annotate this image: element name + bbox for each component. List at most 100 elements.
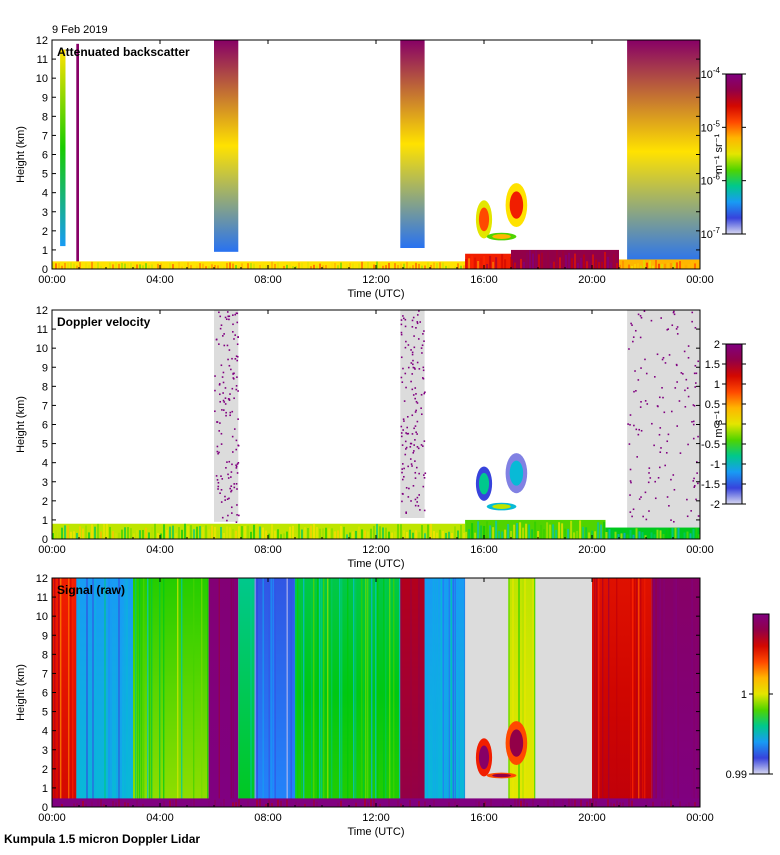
surface-strip: [241, 526, 243, 539]
noise-dot: [414, 397, 416, 400]
signal-strip: [353, 578, 355, 807]
signal-band: [238, 578, 255, 807]
surface-strip: [677, 527, 680, 539]
surface-strip: [622, 802, 624, 807]
noise-dot: [416, 322, 419, 325]
y-tick-label: 4: [42, 458, 48, 470]
noise-dot: [634, 370, 636, 372]
signal-strip: [655, 578, 657, 807]
noise-dot: [228, 399, 231, 401]
surface-strip: [577, 262, 579, 269]
surface-strip: [376, 261, 378, 269]
surface-strip: [211, 264, 213, 269]
surface-strip: [58, 263, 60, 269]
surface-strip: [537, 531, 540, 539]
surface-strip: [598, 262, 600, 269]
noise-dot: [693, 477, 695, 480]
surface-strip: [262, 527, 264, 539]
signal-strip: [393, 578, 395, 807]
surface-strip: [567, 528, 570, 539]
noise-dot: [219, 327, 222, 330]
signal-strip: [363, 578, 365, 807]
surface-strip: [55, 530, 57, 539]
noise-dot: [226, 498, 229, 500]
x-tick-label: 16:00: [470, 274, 498, 286]
surface-strip: [465, 259, 468, 269]
surface-strip: [118, 799, 120, 807]
signal-band-nodata: [535, 578, 592, 807]
surface-strip: [346, 801, 348, 807]
noise-dot: [235, 464, 237, 467]
signal-strip: [385, 578, 387, 807]
backscatter-column: [400, 40, 425, 249]
noise-dot: [409, 458, 412, 460]
surface-strip: [280, 534, 282, 539]
surface-strip: [457, 530, 459, 539]
surface-strip: [220, 526, 222, 539]
surface-strip: [583, 254, 585, 269]
surface-strip: [307, 527, 309, 539]
surface-strip: [505, 800, 507, 807]
surface-strip: [109, 526, 111, 539]
signal-strip: [290, 578, 292, 807]
noise-dot: [227, 473, 229, 476]
surface-strip: [553, 799, 555, 807]
surface-strip: [136, 264, 138, 269]
surface-strip: [400, 263, 402, 269]
surface-strip: [543, 529, 546, 539]
noise-dot: [234, 334, 237, 336]
noise-dot: [227, 477, 230, 479]
surface-strip: [148, 798, 150, 807]
noise-dot: [651, 422, 653, 425]
x-tick-label: 20:00: [578, 812, 606, 824]
noise-dot: [693, 404, 696, 407]
y-tick-label: 8: [42, 649, 48, 661]
noise-dot: [640, 429, 643, 432]
noise-dot: [418, 368, 421, 370]
noise-dot: [697, 360, 699, 363]
signal-strip: [256, 578, 258, 807]
signal-strip: [124, 578, 126, 807]
surface-strip: [406, 798, 408, 807]
surface-strip: [604, 799, 606, 807]
signal-strip: [361, 578, 363, 807]
surface-strip: [685, 265, 687, 269]
noise-dot: [402, 315, 404, 317]
surface-strip: [325, 265, 327, 269]
surface-strip: [361, 802, 363, 807]
surface-strip: [421, 265, 423, 269]
surface-strip: [553, 261, 555, 269]
noise-dot: [218, 451, 220, 454]
noise-dot: [419, 321, 422, 323]
velocity-noise-column: [400, 310, 425, 519]
surface-strip: [259, 264, 261, 269]
surface-strip: [193, 261, 195, 269]
x-tick-label: 00:00: [38, 274, 66, 286]
noise-dot: [236, 359, 239, 362]
surface-strip: [52, 263, 54, 269]
surface-strip: [88, 801, 90, 807]
noise-dot: [696, 461, 698, 463]
surface-strip: [517, 251, 519, 269]
noise-dot: [629, 511, 632, 513]
noise-dot: [660, 317, 662, 319]
signal-strip: [608, 578, 610, 807]
signal-strip: [691, 578, 693, 807]
y-tick-label: 10: [36, 73, 48, 85]
surface-strip: [358, 526, 360, 539]
surface-strip: [322, 800, 324, 807]
y-tick-label: 2: [42, 764, 48, 776]
noise-dot: [668, 354, 671, 356]
surface-strip: [493, 802, 495, 807]
surface-strip: [355, 530, 357, 539]
noise-dot: [412, 316, 415, 319]
surface-strip: [418, 801, 420, 807]
surface-strip: [304, 265, 306, 269]
surface-strip: [531, 529, 534, 539]
surface-strip: [694, 263, 696, 269]
surface-strip: [142, 529, 144, 539]
noise-dot: [405, 386, 407, 389]
colorbar-label: m s⁻¹: [713, 410, 725, 438]
surface-strip: [313, 799, 315, 807]
noise-dot: [229, 411, 232, 414]
